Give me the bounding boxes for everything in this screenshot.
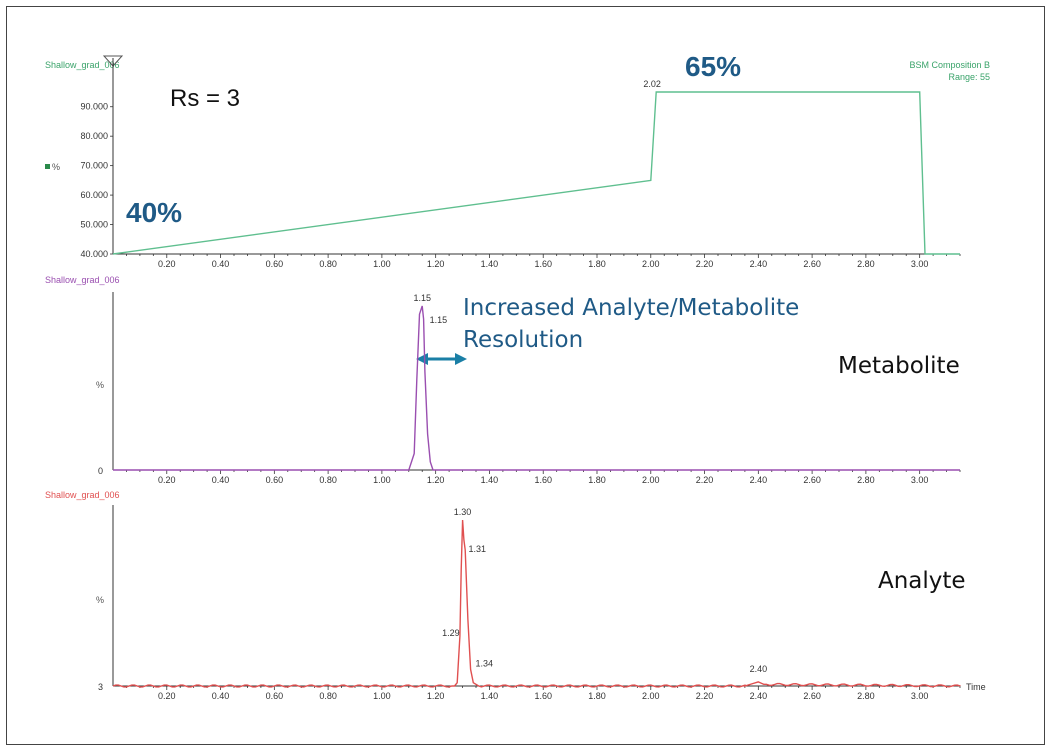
- resolution-annotation-line1: Increased Analyte/Metabolite: [463, 295, 799, 321]
- gradient-x-tick-label: 0.20: [158, 259, 176, 269]
- analyte-x-tick-label: 1.20: [427, 691, 445, 701]
- gradient-x-tick-label: 0.60: [266, 259, 284, 269]
- gradient-x-tick-label: 1.40: [481, 259, 499, 269]
- analyte-x-tick-label: 2.60: [803, 691, 821, 701]
- gradient-x-tick-label: 2.60: [803, 259, 821, 269]
- resolution-annotation-line2: Resolution: [463, 327, 583, 353]
- metabolite-x-tick-label: 2.40: [750, 475, 768, 485]
- gradient-trace-line: [112, 91, 960, 255]
- metabolite-x-tick-label: 1.20: [427, 475, 445, 485]
- gradient-peak-label: 2.02: [643, 79, 661, 89]
- analyte-trace-line: [112, 519, 961, 688]
- gradient-x-tick-label: 1.60: [534, 259, 552, 269]
- metabolite-x-tick-label: 1.80: [588, 475, 606, 485]
- analyte-x-tick-label: 2.40: [750, 691, 768, 701]
- gradient-y-tick-label: 40.000: [80, 249, 108, 259]
- analyte-panel: Shallow_grad_006 % 3 Time Analyte 0.20 0.…: [45, 490, 986, 701]
- rs-annotation: Rs = 3: [170, 85, 240, 112]
- analyte-name-label: Analyte: [878, 568, 966, 594]
- analyte-x-tick-label: 0.80: [319, 691, 337, 701]
- end-percent-annotation: 65%: [685, 51, 741, 82]
- gradient-file-label: Shallow_grad_006: [45, 60, 120, 70]
- analyte-x-tick-label: 0.60: [266, 691, 284, 701]
- gradient-x-tick-label: 1.00: [373, 259, 391, 269]
- analyte-x-tick-label: 2.80: [857, 691, 875, 701]
- metabolite-x-tick-label: 0.20: [158, 475, 176, 485]
- metabolite-peak-label: 1.15: [430, 315, 448, 325]
- gradient-y-tick-label: 70.000: [80, 161, 108, 171]
- gradient-y-tick-label: 60.000: [80, 190, 108, 200]
- analyte-x-tick-label: 0.20: [158, 691, 176, 701]
- analyte-x-tick-label: 2.20: [696, 691, 714, 701]
- figure-frame: [6, 6, 1045, 745]
- gradient-y-axis-label: %: [52, 162, 60, 172]
- legend-marker-icon: [45, 164, 50, 169]
- metabolite-x-tick-label: 2.80: [857, 475, 875, 485]
- metabolite-y-zero-label: 0: [98, 466, 103, 476]
- resolution-double-arrow-icon: [416, 353, 467, 365]
- analyte-peak-label: 1.31: [468, 544, 486, 554]
- gradient-panel: Shallow_grad_006 BSM Composition B Range…: [45, 51, 990, 269]
- metabolite-name-label: Metabolite: [838, 353, 960, 379]
- analyte-x-tick-label: 1.00: [373, 691, 391, 701]
- metabolite-x-tick-label: 0.80: [319, 475, 337, 485]
- gradient-x-tick-label: 1.20: [427, 259, 445, 269]
- gradient-y-tick-label: 90.000: [80, 102, 108, 112]
- metabolite-trace-line: [113, 305, 960, 471]
- gradient-x-tick-label: 2.20: [696, 259, 714, 269]
- analyte-peak-label: 1.29: [442, 628, 460, 638]
- analyte-peak-label: 2.40: [750, 664, 768, 674]
- gradient-y-tick-label: 80.000: [80, 131, 108, 141]
- metabolite-x-tick-label: 3.00: [911, 475, 929, 485]
- analyte-y-zero-label: 3: [98, 682, 103, 692]
- analyte-peak-label: 1.34: [476, 659, 494, 669]
- gradient-y-tick-label: 50.000: [80, 220, 108, 230]
- metabolite-x-tick-label: 0.40: [212, 475, 230, 485]
- metabolite-x-tick-label: 1.60: [534, 475, 552, 485]
- metabolite-x-tick-label: 2.20: [696, 475, 714, 485]
- gradient-x-tick-label: 2.00: [642, 259, 660, 269]
- marker-triangle-icon: [102, 55, 124, 67]
- analyte-peak-label: 1.30: [454, 507, 472, 517]
- analyte-y-axis-label: %: [96, 595, 104, 605]
- analyte-file-label: Shallow_grad_006: [45, 490, 120, 500]
- metabolite-peak-label: 1.15: [413, 293, 431, 303]
- analyte-x-tick-label: 0.40: [212, 691, 230, 701]
- analyte-x-tick-label: 3.00: [911, 691, 929, 701]
- metabolite-file-label: Shallow_grad_006: [45, 275, 120, 285]
- metabolite-x-tick-label: 2.00: [642, 475, 660, 485]
- metabolite-panel: Shallow_grad_006 % 0 Increased Analyte/M…: [45, 275, 961, 485]
- metabolite-x-tick-label: 1.40: [481, 475, 499, 485]
- gradient-x-tick-label: 0.40: [212, 259, 230, 269]
- gradient-x-tick-label: 2.40: [750, 259, 768, 269]
- gradient-x-tick-label: 3.00: [911, 259, 929, 269]
- analyte-x-tick-label: 1.60: [534, 691, 552, 701]
- analyte-x-tick-label: 2.00: [642, 691, 660, 701]
- metabolite-y-axis-label: %: [96, 380, 104, 390]
- gradient-x-tick-label: 2.80: [857, 259, 875, 269]
- analyte-x-tick-label: 1.80: [588, 691, 606, 701]
- metabolite-x-tick-label: 0.60: [266, 475, 284, 485]
- gradient-range-label: Range: 55: [948, 72, 990, 82]
- metabolite-x-tick-label: 2.60: [803, 475, 821, 485]
- analyte-x-tick-label: 1.40: [481, 691, 499, 701]
- metabolite-x-tick-label: 1.00: [373, 475, 391, 485]
- gradient-trace-label: BSM Composition B: [909, 60, 990, 70]
- analyte-x-axis-label: Time: [966, 682, 986, 692]
- start-percent-annotation: 40%: [126, 197, 182, 228]
- gradient-x-tick-label: 0.80: [319, 259, 337, 269]
- gradient-x-tick-label: 1.80: [588, 259, 606, 269]
